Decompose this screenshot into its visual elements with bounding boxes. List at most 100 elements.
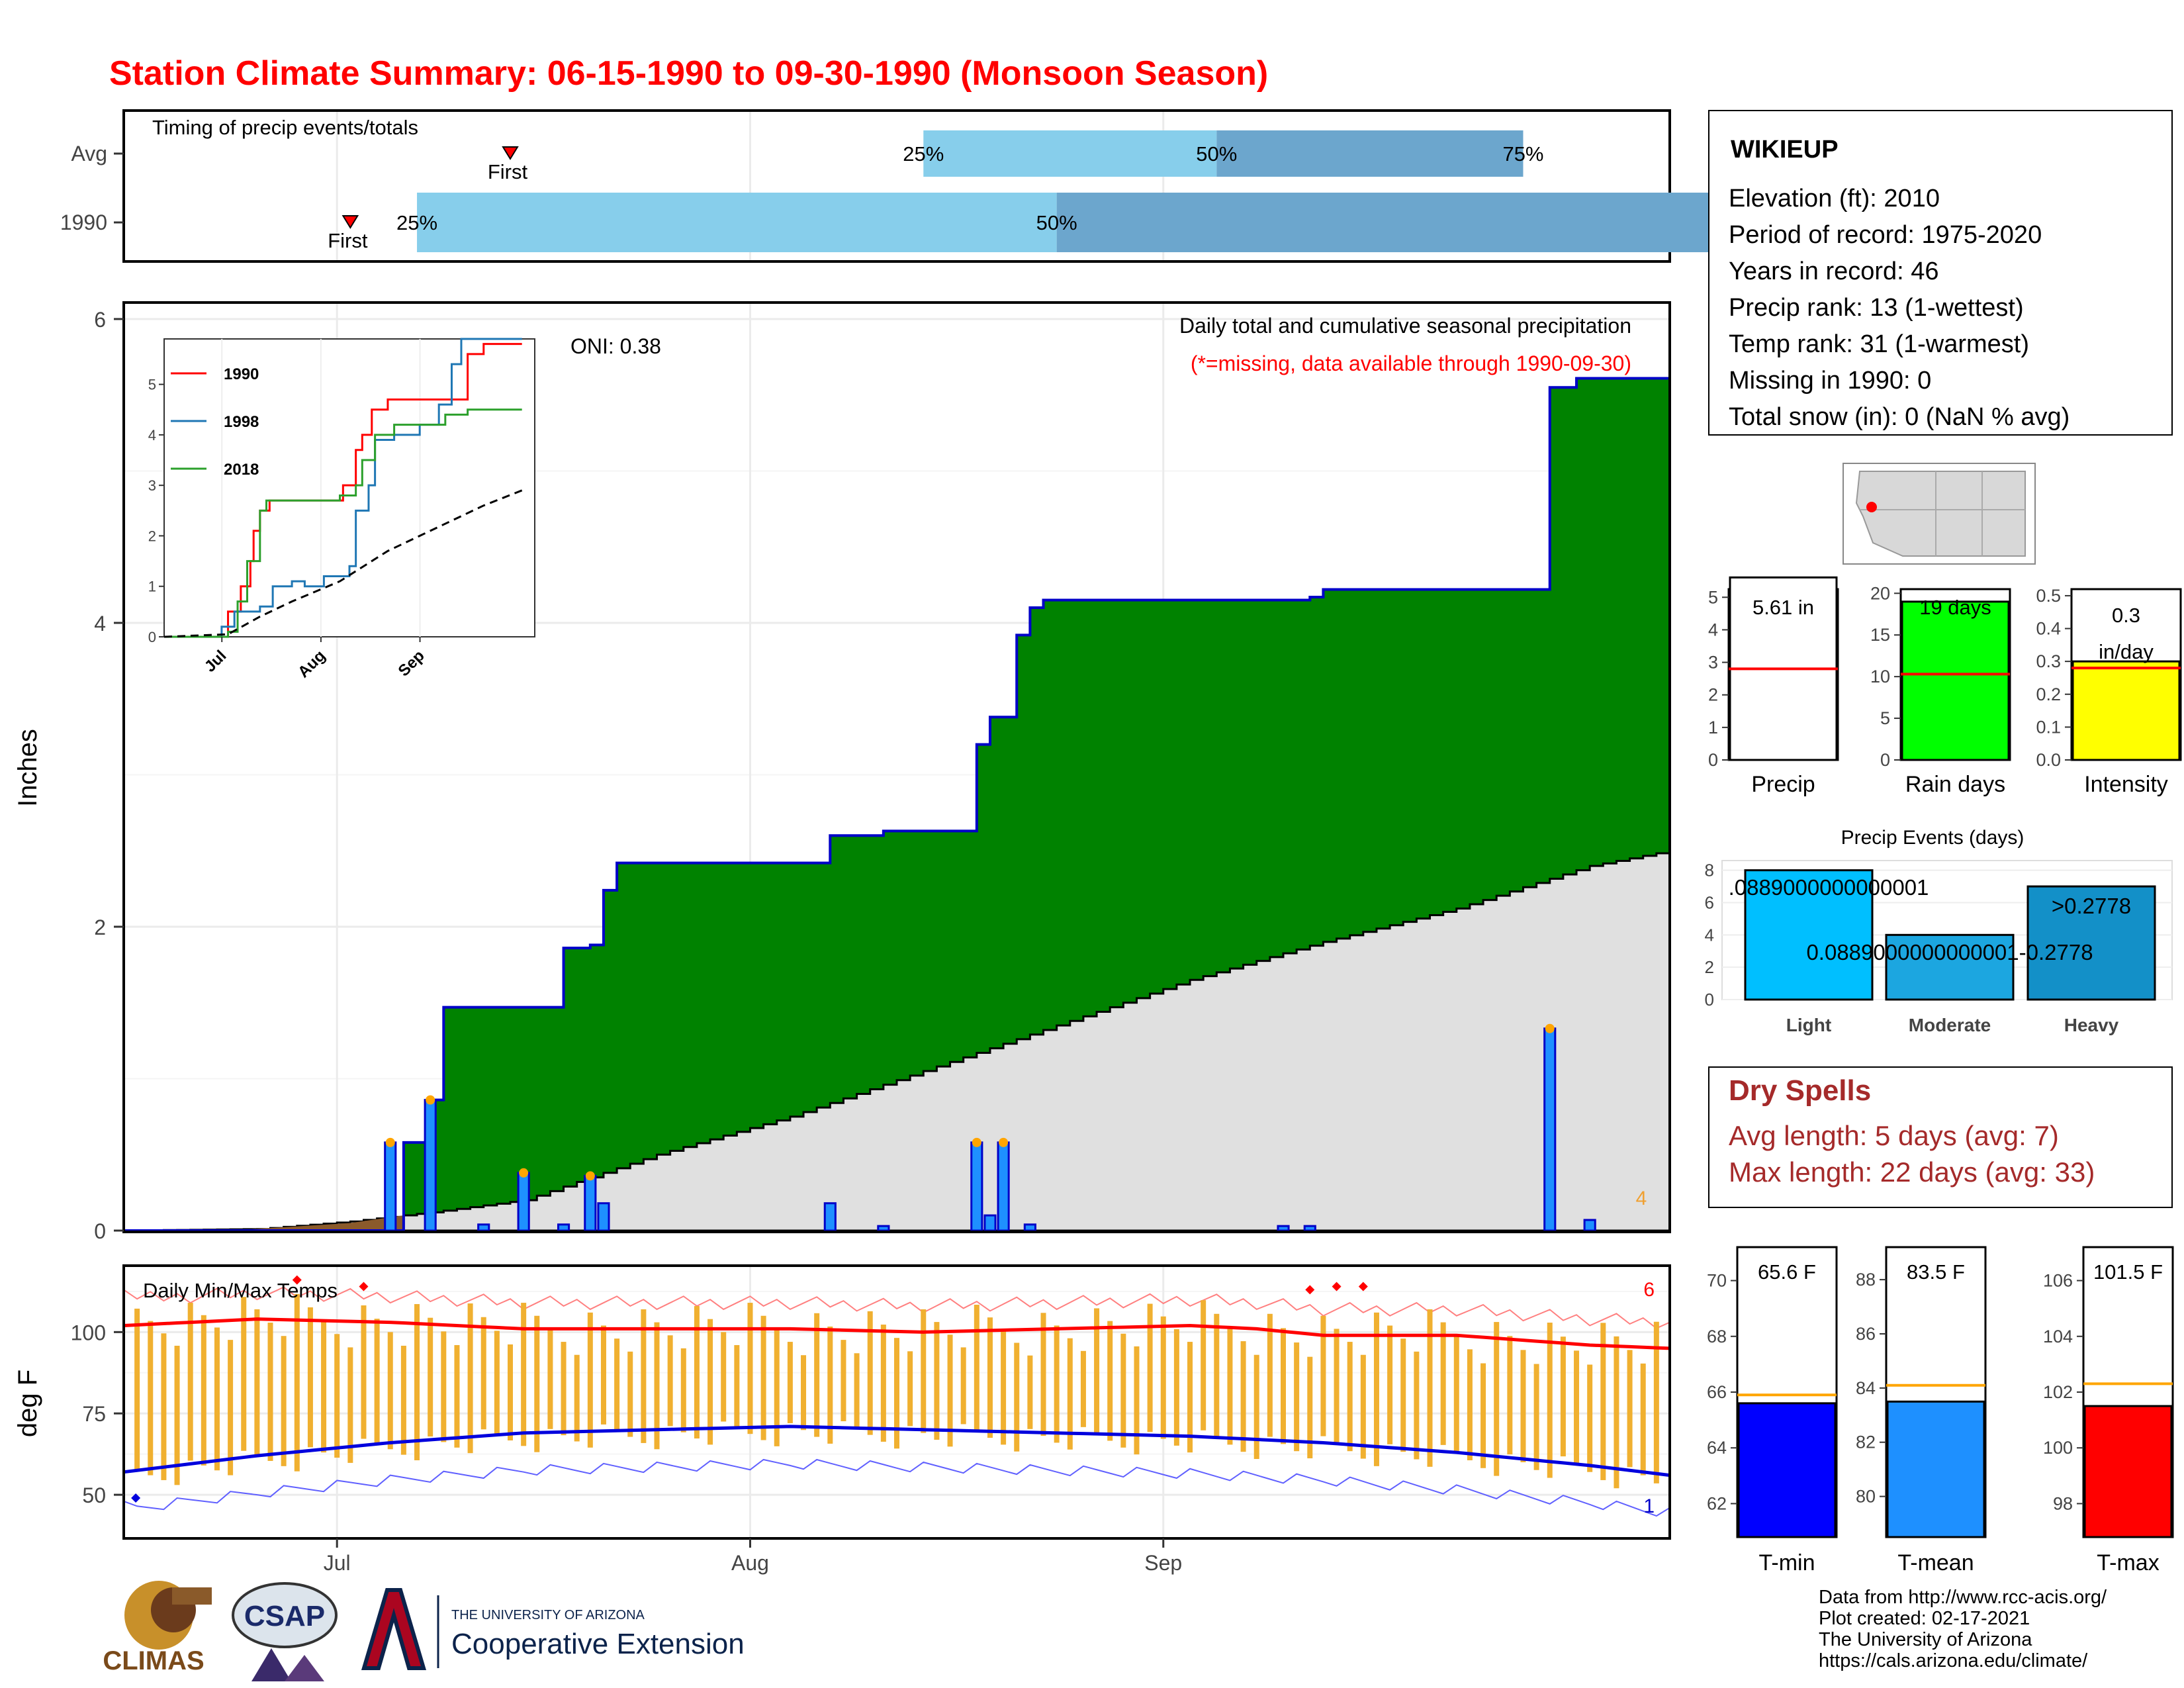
daily-temp-bar-50: [787, 1342, 793, 1423]
daily-temp-bar-89: [1307, 1356, 1313, 1459]
precip-y-tick-label-3: 6: [94, 308, 106, 332]
precip-note-title: Daily total and cumulative seasonal prec…: [1179, 314, 1631, 338]
temp-summary-tick-label-1-3: 86: [1856, 1324, 1876, 1344]
summary-tick-label-2-3: 0.3: [2036, 651, 2061, 671]
daily-precip-bar-12: [1023, 1223, 1036, 1232]
ua-logo: THE UNIVERSITY OF ARIZONA Cooperative Ex…: [361, 1588, 745, 1670]
chart-title: Station Climate Summary: 06-15-1990 to 0…: [109, 54, 1268, 93]
inset-frame: [163, 338, 535, 637]
daily-temp-bar-36: [600, 1325, 606, 1425]
credits: Data from http://www.rcc-acis.org/Plot c…: [1819, 1587, 2107, 1671]
daily-precip-dot-11: [999, 1137, 1009, 1147]
station-line-5: Missing in 1990: 0: [1729, 367, 1931, 395]
daily-temp-bar-70: [1054, 1325, 1060, 1443]
events-label-moderate: 0.0889000000000001-0.2778: [1806, 940, 2093, 964]
daily-temp-bar-106: [1533, 1364, 1539, 1470]
station-name: WIKIEUP: [1731, 136, 1839, 164]
daily-temp-bar-8: [228, 1340, 234, 1476]
temp-frame: [122, 1264, 1671, 1540]
daily-temp-bar-3: [161, 1333, 167, 1480]
daily-temp-bar-87: [1281, 1328, 1286, 1444]
timing-label: Timing of precip events/totals: [152, 116, 418, 139]
daily-temp-bar-61: [934, 1322, 940, 1440]
temp-title: Daily Min/Max Temps: [143, 1279, 338, 1302]
summary-tick-label-2-0: 0.0: [2036, 750, 2061, 770]
date-axis: Jul Aug Sep: [324, 1538, 1182, 1575]
daily-temp-bar-53: [827, 1326, 833, 1444]
daily-precip-bar-6: [597, 1202, 610, 1232]
summary-tick-label-2-5: 0.5: [2036, 586, 2061, 606]
daily-temp-bar-52: [814, 1313, 820, 1437]
daily-temp-bar-59: [907, 1351, 913, 1427]
temp-summary-tick-label-2-3: 104: [2043, 1327, 2073, 1346]
map-station-marker: [1866, 502, 1877, 512]
daily-precip-dot-3: [519, 1168, 529, 1178]
timing-iqr-high-1: [1056, 193, 1777, 252]
daily-temp-bar-47: [747, 1303, 753, 1434]
summary-category-2: Intensity: [2084, 772, 2168, 797]
average-max-line: [123, 1317, 1670, 1350]
daily-temp-bar-69: [1040, 1313, 1046, 1436]
credit-line-0: Data from http://www.rcc-acis.org/: [1819, 1587, 2107, 1608]
inset-legend-label-1990: 1990: [224, 365, 259, 383]
temp-corner-top: 6: [1643, 1279, 1655, 1301]
events-label-light: .0889000000000001: [1729, 875, 1929, 900]
temp-y-label: deg F: [13, 1370, 42, 1437]
precip-panel: 0 2 4 6 Daily total and cumulative seasonal…: [13, 301, 1671, 1243]
timing-q25-1: 25%: [396, 211, 437, 234]
temp-summary-label-0: 65.6 F: [1758, 1260, 1816, 1284]
csap-logo-cloud: [232, 1582, 338, 1648]
temp-summary-tick-label-0-4: 70: [1707, 1271, 1727, 1291]
daily-temp-bar-15: [321, 1321, 327, 1453]
daily-temp-bar-57: [880, 1325, 886, 1442]
daily-temp-bar-17: [347, 1347, 353, 1463]
temp-summary-category-2: T-max: [2097, 1550, 2159, 1575]
inset-y-label-3: 3: [148, 477, 156, 494]
daily-temp-bar-108: [1560, 1336, 1566, 1457]
record-high-marker-4: [1358, 1282, 1368, 1291]
temp-summary-tick-label-0-0: 62: [1707, 1493, 1727, 1513]
daily-precip-dot-9: [972, 1137, 981, 1147]
precip-y-axis: 0 2 4 6: [94, 308, 124, 1243]
daily-precip-bar-14: [1303, 1225, 1316, 1232]
record-high-marker-0: [292, 1275, 302, 1285]
daily-precip-dot-0: [385, 1137, 395, 1147]
daily-temp-bar-5: [187, 1303, 193, 1461]
station-info: WIKIEUP Elevation (ft): 2010 Period of re…: [1708, 110, 2173, 436]
daily-temp-bar-94: [1373, 1312, 1379, 1466]
summary-tick-label-0-1: 1: [1708, 718, 1718, 737]
station-line-2: Years in record: 46: [1729, 258, 1939, 285]
daily-temp-bar-48: [760, 1315, 766, 1440]
summary-label-raindays: 19 days: [1919, 596, 1991, 619]
events-bars: 0 2 4 6 8 Light Moderate Heavy .0889000000000001…: [1705, 860, 2173, 1035]
daily-temp-bar-64: [974, 1305, 979, 1431]
dry-spells: Dry Spells Avg length: 5 days (avg: 7) M…: [1708, 1066, 2173, 1208]
daily-temp-bar-45: [721, 1332, 727, 1422]
daily-temp-bar-38: [627, 1351, 633, 1437]
precip-events-chart: Precip Events (days) 0 2 4 6 8 Light Moderate H…: [1705, 827, 2173, 1035]
daily-temp-bar-22: [414, 1304, 420, 1460]
daily-temp-bar-30: [521, 1303, 527, 1446]
precip-note-missing: (*=missing, data available through 1990-…: [1191, 352, 1631, 375]
daily-temp-bar-81: [1201, 1300, 1206, 1430]
dry-spells-max: Max length: 22 days (avg: 33): [1729, 1156, 2095, 1188]
summary-label-precip: 5.61 in: [1752, 596, 1814, 619]
csap-logo-mountain-2: [285, 1655, 324, 1681]
station-line-0: Elevation (ft): 2010: [1729, 185, 1940, 212]
timing-iqr-high-0: [1216, 130, 1524, 177]
daily-precip-bar-11: [997, 1141, 1010, 1232]
dry-spells-title: Dry Spells: [1729, 1074, 1871, 1107]
inset-line-1998: [164, 338, 522, 638]
summary-tick-label-1-2: 10: [1870, 667, 1890, 686]
daily-temp-bar-99: [1440, 1322, 1446, 1445]
station-line-6: Total snow (in): 0 (NaN % avg): [1729, 403, 2070, 431]
timing-iqr-low-0: [923, 130, 1217, 177]
daily-temp-bar-68: [1027, 1355, 1033, 1429]
daily-temp-bar-9: [241, 1297, 247, 1451]
events-category-1: Moderate: [1909, 1015, 1991, 1035]
climas-logo-text: CLIMAS: [103, 1646, 204, 1675]
daily-temp-bar-72: [1080, 1350, 1086, 1427]
summary-temp-charts: 62 64 66 68 70 65.6 F T-min 80 82 84 86 88 83.5 F T-m…: [1707, 1246, 2174, 1575]
events-tick-label-3: 6: [1705, 892, 1714, 912]
temp-summary-tick-label-2-0: 98: [2053, 1493, 2073, 1513]
